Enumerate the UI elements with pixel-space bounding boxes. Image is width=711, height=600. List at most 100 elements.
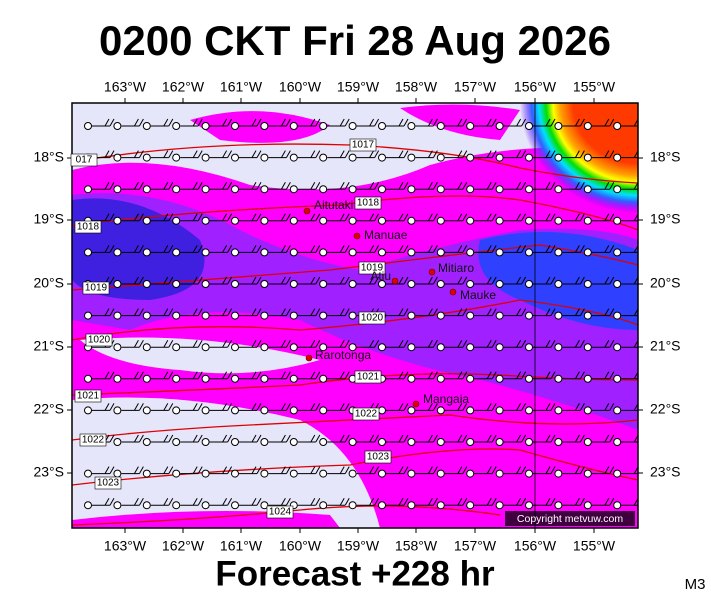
barb-flag xyxy=(457,276,463,285)
barb-flag xyxy=(521,181,527,190)
barb-flag xyxy=(344,276,350,285)
barb-flag xyxy=(227,371,233,380)
barb-calm xyxy=(348,501,357,510)
barb-calm xyxy=(142,501,151,510)
barb-flag xyxy=(339,371,345,380)
barb-flag xyxy=(256,118,262,127)
barb-flag xyxy=(310,118,316,127)
barb-calm xyxy=(378,406,386,415)
barb-flag xyxy=(280,245,286,253)
lon-label: 155°W xyxy=(573,79,616,95)
barb-flag xyxy=(457,181,463,190)
barb-flag xyxy=(516,276,522,285)
barb-flag xyxy=(398,276,404,285)
barb-flag xyxy=(521,276,527,285)
barb-flag xyxy=(133,371,139,380)
barb-flag xyxy=(256,181,262,190)
copyright-bg xyxy=(505,511,635,526)
barb-flag xyxy=(545,371,551,380)
barb-flag xyxy=(227,339,233,348)
barb-flag xyxy=(574,150,580,158)
barb-flag xyxy=(109,181,115,190)
barb-flag xyxy=(104,497,110,506)
barb-flag xyxy=(579,434,585,443)
barb-flag xyxy=(168,466,174,474)
barb-flag xyxy=(192,466,198,474)
barb-flag xyxy=(310,181,316,190)
barb-flag xyxy=(163,308,169,316)
lon-label: 160°W xyxy=(279,79,322,95)
barb-calm xyxy=(554,343,563,352)
barb-flag xyxy=(227,118,233,127)
barb-flag xyxy=(133,118,139,127)
barb-flag xyxy=(280,371,286,380)
barb-flag xyxy=(550,403,556,411)
barb-flag xyxy=(639,245,643,252)
barb-flag xyxy=(222,308,228,316)
barb-calm xyxy=(319,122,328,130)
barb-calm xyxy=(289,406,298,415)
barb-flag xyxy=(516,213,522,222)
barb-calm xyxy=(142,343,151,352)
barb-flag xyxy=(604,118,610,127)
barb-flag xyxy=(133,245,139,253)
barb-calm xyxy=(172,469,181,478)
barb-calm xyxy=(407,153,416,162)
barb-calm xyxy=(554,311,563,320)
barb-calm xyxy=(583,469,592,478)
barb-flag xyxy=(374,213,380,222)
barb-calm xyxy=(378,153,386,162)
barb-flag xyxy=(604,213,610,222)
barb-calm xyxy=(289,122,298,130)
barb-flag xyxy=(104,181,110,190)
barb-flag xyxy=(403,371,409,380)
barb-flag xyxy=(604,466,610,474)
barb-calm xyxy=(84,248,92,257)
barb-flag xyxy=(251,403,257,411)
barb-flag xyxy=(251,150,257,158)
barb-flag xyxy=(609,371,615,380)
barb-flag xyxy=(192,403,198,411)
barb-calm xyxy=(554,153,563,162)
barb-flag xyxy=(339,118,345,127)
barb-flag xyxy=(192,339,198,348)
barb-flag xyxy=(403,118,409,127)
barb-calm xyxy=(231,280,239,288)
barb-flag xyxy=(579,466,585,474)
barb-calm xyxy=(231,248,239,257)
barb-flag xyxy=(609,181,615,190)
isobar-label-bg xyxy=(354,370,382,384)
barb-flag xyxy=(344,181,350,190)
barb-flag xyxy=(545,497,551,506)
barb-flag xyxy=(639,372,643,379)
barb-flag xyxy=(550,213,556,222)
barb-calm xyxy=(172,311,181,320)
barb-flag xyxy=(222,213,228,222)
barb-flag xyxy=(197,308,203,316)
barb-calm xyxy=(260,406,269,415)
barb-calm xyxy=(113,185,122,194)
barb-calm xyxy=(142,311,151,320)
barb-flag xyxy=(427,245,433,253)
barb-calm xyxy=(525,438,533,446)
barb-flag xyxy=(251,181,257,190)
barb-flag xyxy=(138,466,144,474)
barb-flag xyxy=(462,434,468,443)
isobar-label: 1019 xyxy=(361,263,384,274)
barb-flag xyxy=(486,276,492,285)
lon-label: 158°W xyxy=(395,538,438,554)
barb-flag xyxy=(251,466,257,474)
barb-calm xyxy=(172,216,181,225)
barb-calm xyxy=(319,469,328,478)
barb-flag xyxy=(604,371,610,380)
barb-calm xyxy=(554,248,563,257)
barb-flag xyxy=(374,245,380,253)
barb-calm xyxy=(378,280,386,288)
barb-flag xyxy=(310,276,316,285)
isobar-lines xyxy=(72,103,638,528)
barb-flag xyxy=(109,308,115,316)
barb-flag xyxy=(604,150,610,158)
barb-flag xyxy=(163,181,169,190)
place-label: Manuae xyxy=(364,228,408,242)
barb-flag xyxy=(604,403,610,411)
